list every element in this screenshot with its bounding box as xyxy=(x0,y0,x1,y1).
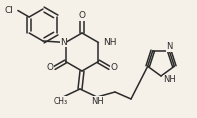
Text: O: O xyxy=(47,63,54,72)
Text: NH: NH xyxy=(103,38,117,47)
Text: O: O xyxy=(78,11,85,21)
Text: O: O xyxy=(110,63,117,72)
Text: NH: NH xyxy=(163,76,176,84)
Text: CH₃: CH₃ xyxy=(54,97,68,105)
Text: N: N xyxy=(166,42,172,51)
Text: Cl: Cl xyxy=(4,6,13,15)
Text: NH: NH xyxy=(92,97,104,105)
Text: N: N xyxy=(60,38,67,47)
